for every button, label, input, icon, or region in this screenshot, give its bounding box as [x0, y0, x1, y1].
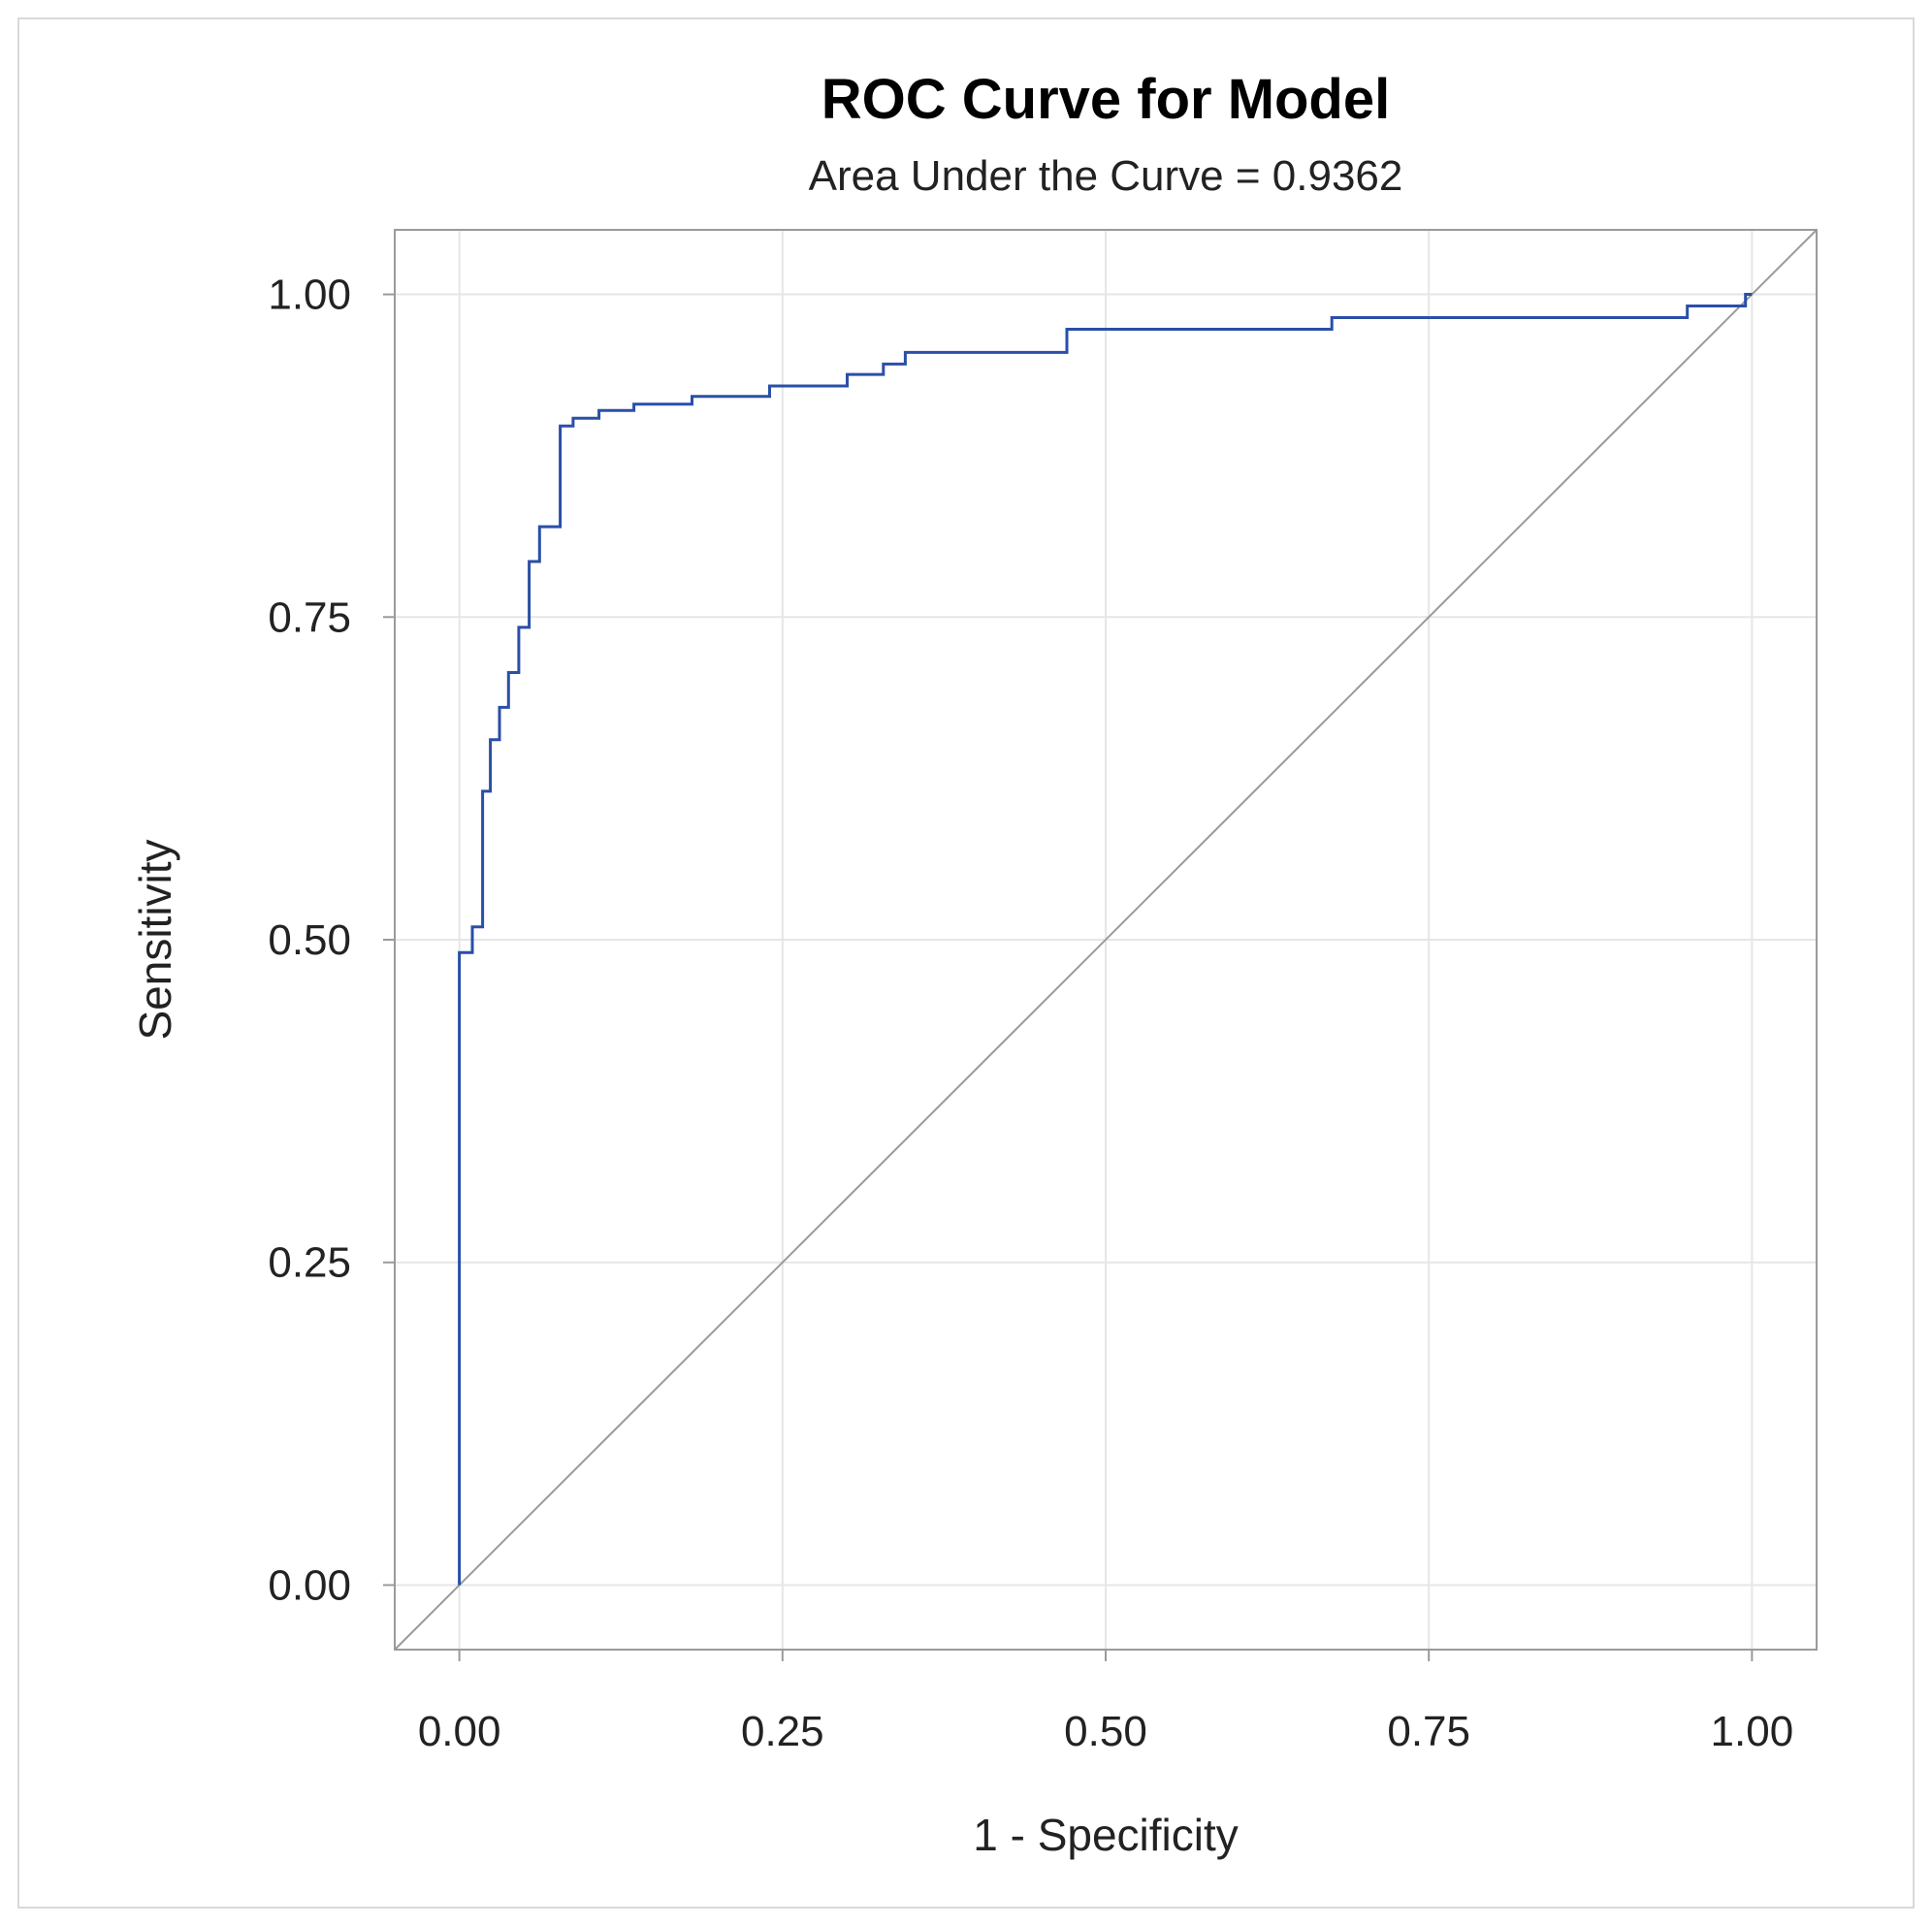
- y-tick-label-3: 0.75: [268, 594, 351, 641]
- reference-diagonal-line: [394, 229, 1818, 1651]
- y-tick-label-4: 1.00: [268, 272, 351, 319]
- reference-line-group: [394, 229, 1818, 1651]
- y-axis-label: Sensitivity: [130, 839, 180, 1040]
- roc-curve-line: [458, 293, 1753, 1586]
- x-tick-label-0: 0.00: [418, 1708, 501, 1755]
- figure-frame: [17, 17, 1915, 1909]
- roc-curve-group: [458, 293, 1753, 1586]
- x-tick-label-3: 0.75: [1387, 1708, 1470, 1755]
- x-tick-label-2: 0.50: [1064, 1708, 1147, 1755]
- y-axis-ticks: 0.00 0.25 0.50 0.75 1.00: [268, 272, 395, 1609]
- x-tick-label-1: 0.25: [741, 1708, 824, 1755]
- y-tick-label-0: 0.00: [268, 1561, 351, 1609]
- y-tick-label-2: 0.50: [268, 916, 351, 964]
- chart-title: ROC Curve for Model: [821, 68, 1391, 131]
- x-tick-label-4: 1.00: [1711, 1708, 1794, 1755]
- x-axis-label: 1 - Specificity: [973, 1810, 1239, 1860]
- x-axis-ticks: 0.00 0.25 0.50 0.75 1.00: [418, 1650, 1793, 1755]
- chart-subtitle: Area Under the Curve = 0.9362: [809, 152, 1403, 200]
- y-tick-label-1: 0.25: [268, 1239, 351, 1287]
